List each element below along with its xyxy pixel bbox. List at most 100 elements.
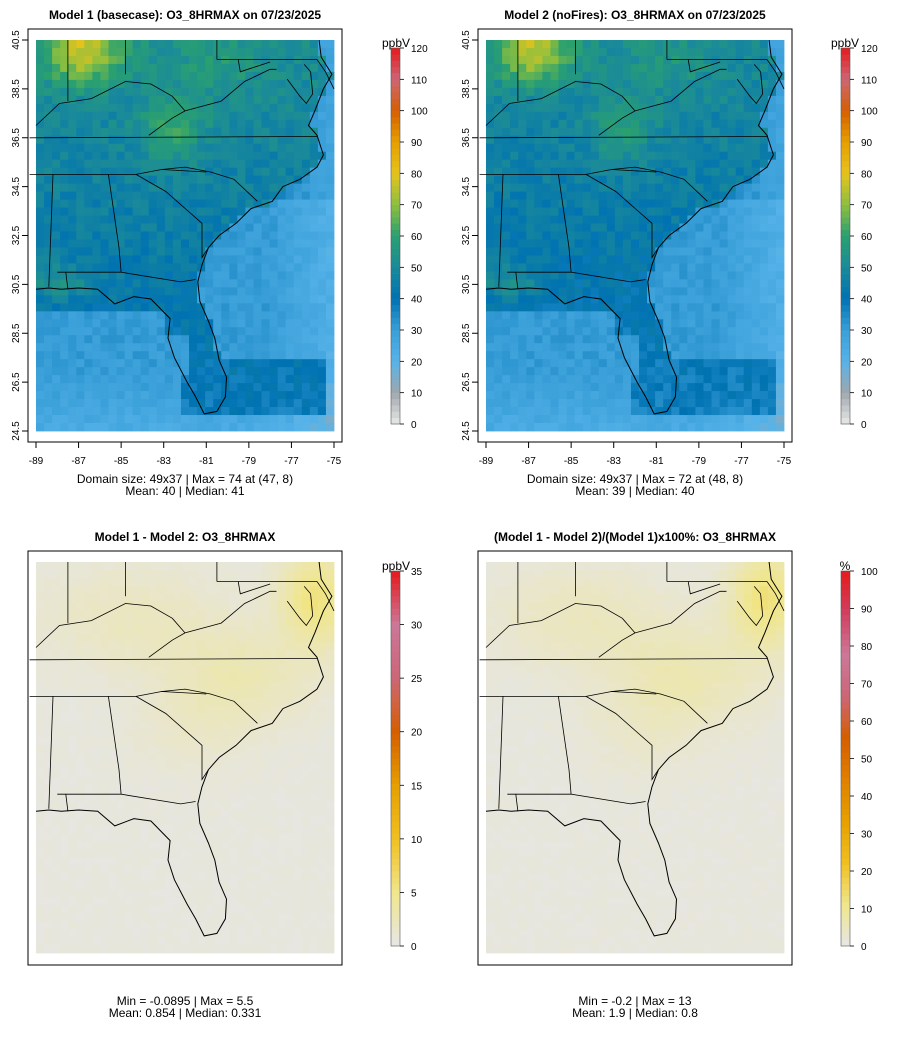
grid-cell bbox=[180, 697, 190, 707]
grid-cell bbox=[76, 287, 85, 296]
grid-cell bbox=[598, 159, 608, 169]
grid-cell bbox=[558, 375, 567, 384]
state-boundary bbox=[766, 59, 785, 90]
grid-cell bbox=[566, 135, 575, 145]
grid-cell bbox=[775, 383, 785, 392]
colorbar-tick-label: 110 bbox=[861, 75, 877, 86]
grid-cell bbox=[743, 199, 753, 208]
grid-cell bbox=[558, 303, 567, 312]
colorbar-swatch bbox=[841, 279, 850, 287]
grid-cell bbox=[558, 343, 567, 352]
grid-cell bbox=[116, 311, 125, 320]
grid-cell bbox=[52, 183, 61, 193]
grid-cell bbox=[582, 87, 592, 97]
grid-cell bbox=[711, 55, 720, 65]
grid-cell bbox=[510, 367, 519, 376]
grid-cell bbox=[84, 207, 93, 216]
grid-cell bbox=[189, 71, 198, 81]
grid-cell bbox=[663, 239, 672, 248]
grid-cell bbox=[148, 383, 158, 392]
grid-cell bbox=[293, 745, 303, 754]
grid-cell bbox=[639, 319, 648, 328]
grid-cell bbox=[309, 769, 319, 778]
grid-cell bbox=[180, 231, 190, 240]
grid-cell bbox=[309, 47, 319, 57]
grid-cell bbox=[148, 95, 158, 105]
grid-cell bbox=[253, 601, 262, 611]
grid-cell bbox=[590, 151, 600, 161]
grid-cell bbox=[622, 311, 632, 320]
grid-cell bbox=[582, 143, 592, 153]
grid-cell bbox=[76, 689, 85, 699]
grid-cell bbox=[148, 63, 158, 73]
grid-cell bbox=[124, 649, 134, 659]
grid-cell bbox=[52, 745, 61, 754]
grid-cell bbox=[486, 103, 495, 113]
grid-cell bbox=[68, 562, 77, 571]
grid-cell bbox=[526, 143, 535, 153]
grid-cell bbox=[44, 215, 53, 224]
grid-cell bbox=[711, 359, 720, 368]
grid-cell bbox=[92, 311, 101, 320]
grid-cell bbox=[124, 255, 134, 264]
grid-cell bbox=[132, 383, 142, 392]
grid-cell bbox=[486, 263, 495, 272]
grid-cell bbox=[735, 87, 745, 97]
grid-cell bbox=[100, 319, 109, 328]
grid-cell bbox=[550, 359, 559, 368]
grid-cell bbox=[518, 247, 527, 256]
grid-cell bbox=[76, 231, 85, 240]
grid-cell bbox=[116, 383, 125, 392]
grid-cell bbox=[325, 127, 335, 137]
grid-cell bbox=[639, 351, 648, 360]
grid-cell bbox=[285, 351, 295, 360]
grid-cell bbox=[164, 119, 174, 129]
colorbar-swatch bbox=[841, 267, 850, 274]
grid-cell bbox=[261, 585, 270, 595]
grid-cell bbox=[574, 335, 584, 344]
grid-cell bbox=[253, 777, 262, 786]
colorbar-swatch bbox=[391, 229, 400, 237]
grid-cell bbox=[52, 399, 61, 408]
grid-cell bbox=[566, 111, 575, 121]
grid-cell bbox=[148, 697, 158, 707]
grid-cell bbox=[325, 745, 335, 754]
grid-cell bbox=[317, 657, 327, 667]
colorbar-swatch bbox=[841, 91, 850, 99]
grid-cell bbox=[590, 191, 600, 200]
grid-cell bbox=[132, 351, 142, 360]
grid-cell bbox=[116, 319, 125, 328]
grid-cell bbox=[213, 609, 222, 619]
grid-cell bbox=[36, 255, 45, 264]
grid-cell bbox=[655, 231, 664, 240]
grid-cell bbox=[695, 79, 704, 89]
grid-cell bbox=[775, 127, 785, 137]
grid-cell bbox=[116, 295, 125, 304]
grid-cell bbox=[213, 641, 222, 651]
grid-cell bbox=[237, 151, 246, 161]
grid-cell bbox=[325, 95, 335, 105]
grid-cell bbox=[317, 311, 327, 320]
grid-cell bbox=[245, 263, 254, 272]
grid-cell bbox=[630, 335, 640, 344]
grid-cell bbox=[293, 577, 303, 587]
grid-cell bbox=[558, 231, 567, 240]
grid-cell bbox=[116, 577, 125, 587]
grid-cell bbox=[253, 40, 262, 49]
grid-cell bbox=[213, 351, 222, 360]
grid-cell bbox=[261, 633, 270, 643]
grid-cell bbox=[76, 103, 85, 113]
grid-cell bbox=[727, 135, 737, 145]
grid-cell bbox=[317, 625, 327, 635]
grid-cell bbox=[502, 415, 511, 424]
grid-cell bbox=[197, 207, 206, 216]
grid-cell bbox=[229, 729, 238, 738]
grid-cell bbox=[711, 143, 720, 153]
grid-cell bbox=[671, 343, 680, 352]
grid-cell bbox=[245, 255, 254, 264]
grid-cell bbox=[108, 609, 117, 619]
grid-cell bbox=[711, 79, 720, 89]
grid-cell bbox=[148, 689, 158, 699]
grid-cell bbox=[325, 609, 335, 619]
grid-cell bbox=[108, 151, 117, 161]
